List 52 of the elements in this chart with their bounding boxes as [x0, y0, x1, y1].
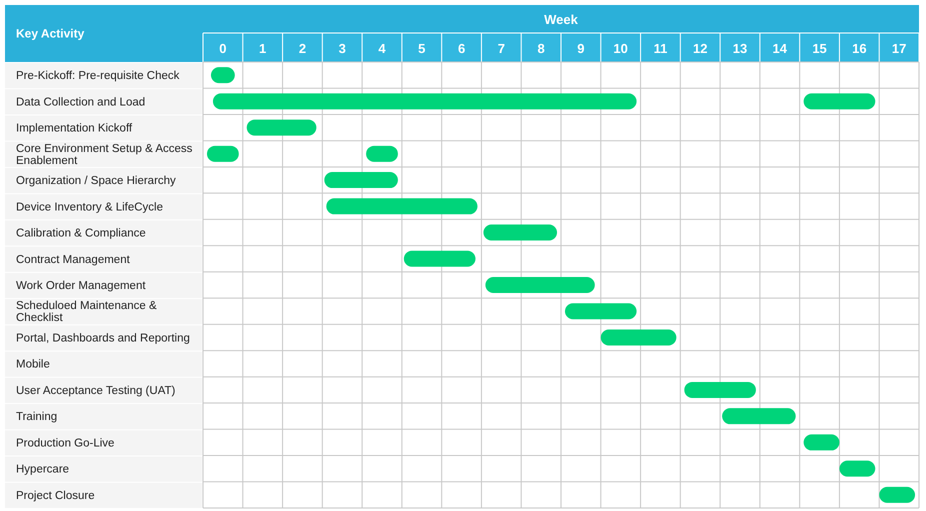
- x-tick-label: 13: [732, 41, 748, 56]
- y-tick-label: Core Environment Setup & Access Enablement: [16, 142, 193, 167]
- y-tick-label: Hypercare: [16, 464, 70, 476]
- x-axis-title: Week: [544, 12, 579, 27]
- bar: [839, 460, 876, 477]
- bar: [485, 277, 595, 293]
- x-tick-label: 9: [577, 41, 585, 56]
- bar: [246, 120, 316, 136]
- y-tick-label: Organization / Space Hierarchy: [16, 175, 176, 188]
- y-tick-label: Implementation Kickoff: [16, 122, 133, 135]
- x-tick-label: 2: [298, 41, 306, 56]
- y-tick-label: Production Go-Live: [16, 437, 114, 450]
- y-axis-title: Key Activity: [16, 26, 85, 40]
- bar: [404, 250, 476, 267]
- y-tick-label: Scheduloed Maintenance & Checklist: [16, 300, 157, 324]
- x-tick-label: 11: [654, 41, 668, 56]
- bar: [804, 434, 840, 450]
- bar: [879, 486, 916, 503]
- y-tick-label: Project Closure: [16, 490, 95, 502]
- y-tick-label: Portal, Dashboards and Reporting: [16, 332, 190, 344]
- bar: [600, 329, 676, 346]
- y-tick-label: Pre-Kickoff: Pre-requisite Check: [16, 70, 180, 82]
- x-tick-label: 14: [772, 41, 788, 56]
- x-tick-label: 5: [418, 41, 426, 56]
- x-tick-label: 6: [458, 41, 466, 56]
- bar: [326, 198, 478, 214]
- x-tick-label: 3: [338, 41, 346, 56]
- x-tick-label: 17: [892, 41, 906, 56]
- y-tick-label: User Acceptance Testing (UAT): [16, 384, 176, 397]
- bar: [212, 93, 637, 110]
- x-tick-label: 0: [219, 41, 227, 56]
- x-tick-label: 7: [498, 41, 505, 56]
- y-tick-label: Work Order Management: [16, 280, 146, 292]
- y-tick-label: Contract Management: [16, 254, 131, 266]
- bar: [684, 382, 756, 398]
- x-tick-label: 4: [378, 41, 386, 56]
- bar: [483, 224, 558, 241]
- y-tick-label: Training: [16, 411, 58, 424]
- y-tick-label: Device Inventory & LifeCycle: [16, 201, 164, 214]
- x-tick-label: 10: [613, 41, 628, 56]
- y-tick-label: Data Collection and Load: [16, 96, 146, 108]
- bar: [324, 172, 398, 188]
- x-tick-label: 12: [692, 41, 708, 56]
- y-tick-label: Mobile: [16, 358, 50, 371]
- x-tick-label: 1: [259, 41, 266, 56]
- x-tick-label: 16: [852, 41, 867, 56]
- y-tick-label: Calibration & Compliance: [16, 228, 146, 240]
- x-tick-label: 15: [812, 41, 827, 56]
- bar: [722, 408, 796, 424]
- bar: [564, 303, 637, 320]
- bar: [804, 93, 876, 110]
- x-tick-label: 8: [537, 41, 545, 56]
